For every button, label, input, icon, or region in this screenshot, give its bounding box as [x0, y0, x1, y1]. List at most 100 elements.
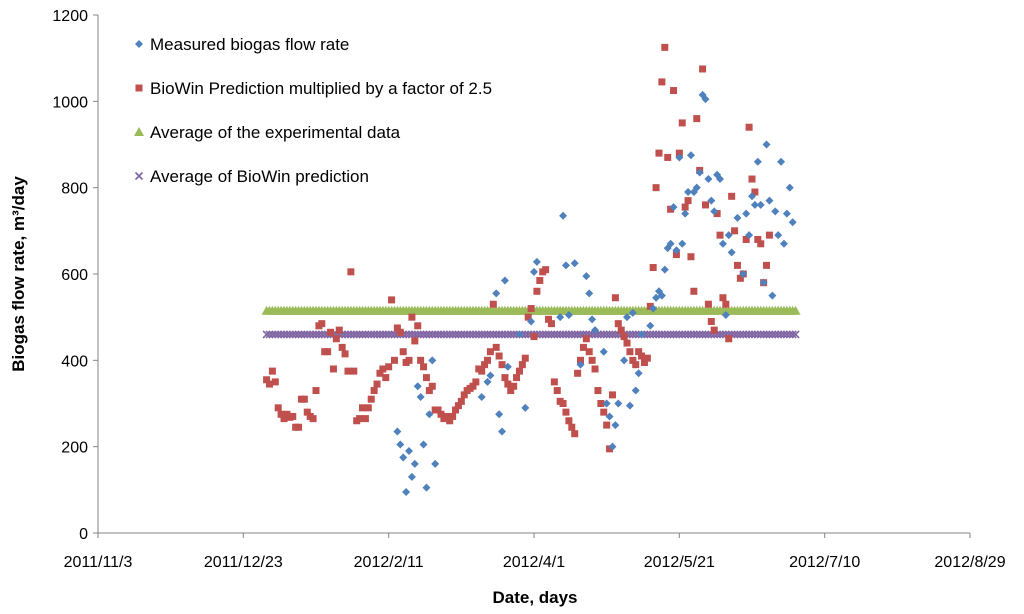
avg-point-x [422, 330, 431, 339]
data-point-square [542, 266, 550, 274]
avg-point-x [733, 330, 742, 339]
data-point-square [635, 348, 643, 356]
avg-point-x [468, 330, 478, 339]
data-point-diamond [407, 472, 416, 481]
data-point-square [667, 205, 675, 213]
data-point-diamond [788, 218, 797, 227]
avg-point-x [311, 330, 321, 339]
data-point-square [640, 358, 648, 366]
data-point-square [338, 343, 346, 351]
data-point-square [408, 313, 416, 321]
avg-point-x [407, 330, 416, 339]
avg-point-x [314, 330, 323, 339]
data-point-square [571, 430, 579, 438]
avg-point-x [465, 330, 475, 339]
x-tick-label: 2012/2/11 [354, 554, 424, 571]
avg-point-x [561, 330, 571, 339]
data-point-square [765, 231, 773, 239]
avg-point-x [669, 330, 678, 339]
avg-point-x [550, 330, 559, 339]
data-point-square [629, 356, 637, 364]
avg-point-x [599, 330, 608, 339]
data-point-square [655, 149, 663, 157]
avg-point-x [646, 330, 655, 339]
avg-point-x [689, 330, 698, 339]
data-point-square [699, 65, 707, 73]
data-point-diamond [582, 272, 591, 281]
avg-point-x [425, 330, 434, 339]
data-point-diamond [721, 311, 730, 320]
data-point-square [701, 201, 709, 209]
avg-point-x [291, 330, 300, 339]
data-point-diamond [611, 421, 620, 430]
data-point-square [492, 343, 500, 351]
data-point-square [638, 352, 646, 360]
data-point-square [530, 333, 538, 341]
data-point-diamond [495, 410, 504, 419]
data-point-square [457, 397, 465, 405]
data-point-diamond [515, 330, 524, 339]
data-point-square [411, 337, 419, 345]
data-point-diamond [756, 200, 765, 209]
data-point-square [521, 354, 529, 362]
avg-point-x [652, 330, 661, 339]
data-point-square [303, 408, 311, 416]
avg-point-x [779, 330, 789, 339]
data-point-diamond [745, 231, 754, 240]
data-point-diamond [477, 393, 486, 402]
avg-point-x [660, 330, 669, 339]
avg-point-x [567, 330, 576, 339]
avg-point-x [753, 330, 762, 339]
avg-point-x [355, 330, 364, 339]
data-point-diamond [631, 386, 640, 395]
avg-point-x [553, 330, 562, 339]
data-point-square [728, 192, 736, 200]
avg-point-x [745, 330, 754, 339]
avg-point-x [771, 330, 780, 339]
avg-point-x [370, 330, 379, 339]
data-point-square [370, 387, 378, 395]
avg-point-x [361, 330, 370, 339]
data-point-square [643, 354, 651, 362]
data-point-square [745, 123, 753, 131]
avg-point-x [457, 330, 466, 339]
plot-area [261, 43, 801, 496]
data-point-square [274, 404, 282, 412]
avg-point-x [573, 330, 582, 339]
avg-point-x [695, 330, 704, 339]
data-point-square [611, 294, 619, 302]
avg-point-x [678, 330, 687, 339]
data-point-diamond [532, 257, 541, 266]
y-tick-label: 800 [61, 181, 88, 198]
data-point-diamond [753, 157, 762, 166]
avg-point-x [495, 330, 504, 339]
avg-point-x [477, 330, 486, 339]
data-point-square [271, 378, 279, 386]
avg-point-x [739, 330, 748, 339]
avg-point-x [605, 330, 614, 339]
avg-point-x [439, 330, 448, 339]
data-point-square [687, 253, 695, 261]
data-point-square [594, 387, 602, 395]
data-point-square [716, 231, 724, 239]
data-point-diamond [396, 440, 405, 449]
avg-point-x [503, 330, 512, 339]
data-point-diamond [774, 231, 783, 240]
avg-point-x [736, 330, 745, 339]
avg-point-x [602, 330, 611, 339]
avg-point-x [288, 330, 297, 339]
avg-point-x [265, 330, 274, 339]
data-point-diamond [646, 321, 655, 330]
data-point-diamond [559, 211, 568, 220]
data-point-diamond [393, 427, 402, 436]
avg-point-x [413, 330, 422, 339]
avg-point-x [628, 330, 637, 339]
data-point-diamond [602, 399, 611, 408]
avg-point-x [765, 330, 774, 339]
data-point-square [329, 365, 337, 373]
data-point-square [417, 356, 425, 364]
data-point-diamond [608, 442, 617, 451]
data-point-square [379, 365, 387, 373]
avg-point-x [434, 330, 443, 339]
data-point-square [478, 367, 486, 375]
